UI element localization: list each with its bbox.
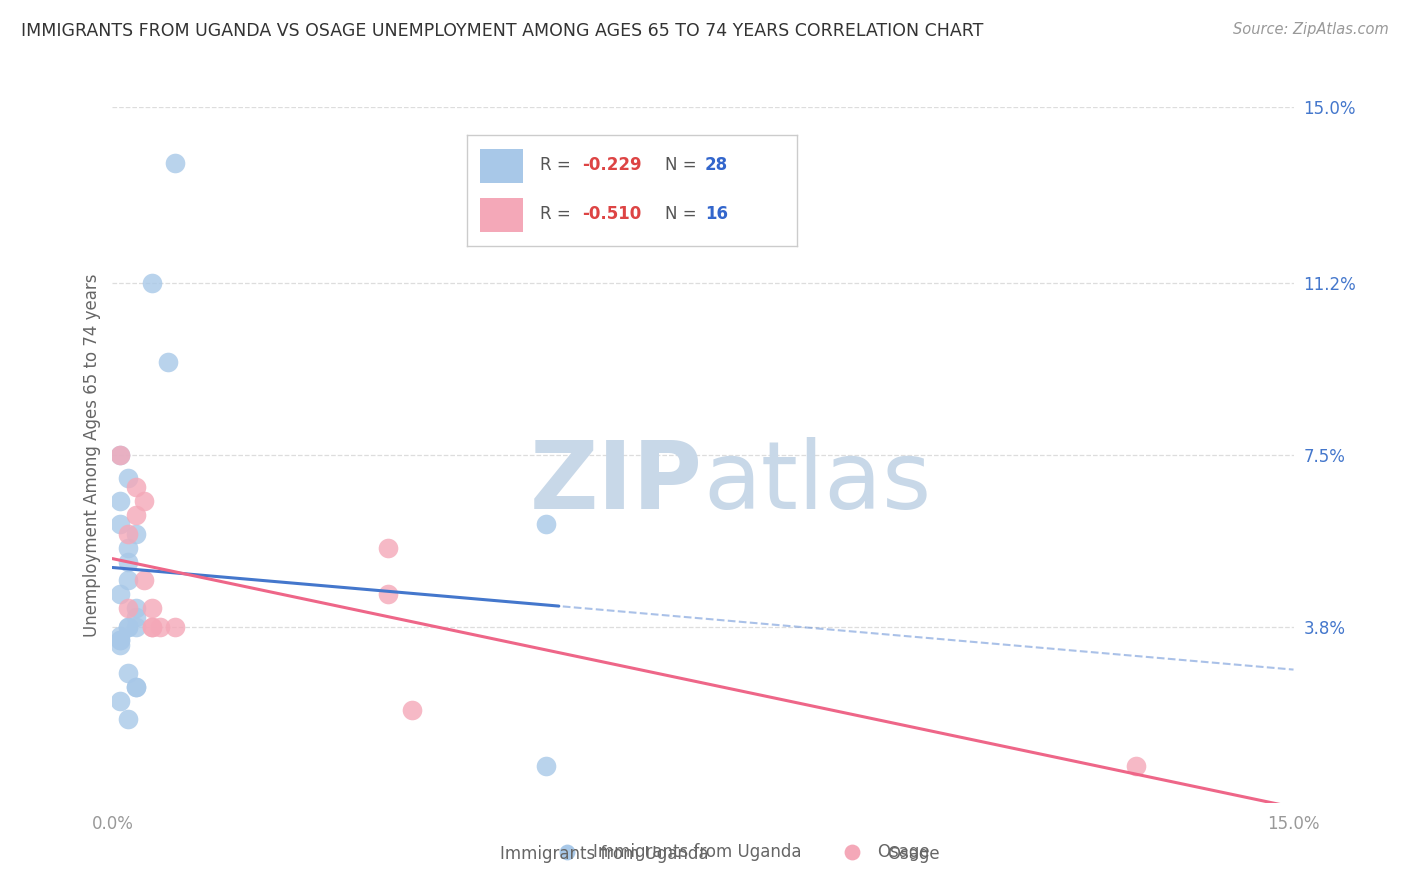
- Point: [125, 601, 148, 615]
- Point: [110, 633, 132, 648]
- Point: [110, 694, 132, 708]
- Point: [117, 573, 139, 587]
- Text: R =: R =: [540, 156, 575, 175]
- Point: [534, 758, 557, 772]
- Text: N =: N =: [665, 156, 702, 175]
- Point: [141, 619, 163, 633]
- Point: [1125, 758, 1147, 772]
- Point: [117, 555, 139, 569]
- Point: [149, 619, 172, 633]
- Point: [110, 633, 132, 648]
- Point: [125, 480, 148, 494]
- Point: [125, 619, 148, 633]
- Point: [110, 448, 132, 462]
- Point: [117, 541, 139, 555]
- Bar: [479, 149, 523, 183]
- Text: R =: R =: [540, 205, 575, 224]
- Text: Osage: Osage: [877, 843, 929, 861]
- Text: Immigrants from Uganda: Immigrants from Uganda: [593, 843, 801, 861]
- Point: [110, 587, 132, 601]
- Bar: [479, 198, 523, 232]
- Point: [117, 665, 139, 680]
- Text: Immigrants from Uganda: Immigrants from Uganda: [501, 845, 709, 863]
- Point: [117, 619, 139, 633]
- Point: [117, 601, 139, 615]
- Text: -0.229: -0.229: [582, 156, 643, 175]
- Point: [165, 155, 187, 169]
- Point: [534, 517, 557, 532]
- Point: [377, 541, 399, 555]
- Text: 28: 28: [704, 156, 728, 175]
- Text: 16: 16: [704, 205, 728, 224]
- Text: atlas: atlas: [703, 437, 931, 529]
- Point: [125, 610, 148, 624]
- Point: [132, 573, 155, 587]
- Point: [557, 845, 579, 859]
- Point: [117, 619, 139, 633]
- Point: [125, 680, 148, 694]
- Point: [377, 587, 399, 601]
- Point: [165, 619, 187, 633]
- Point: [125, 526, 148, 541]
- Point: [125, 680, 148, 694]
- Point: [117, 471, 139, 485]
- Point: [401, 703, 423, 717]
- Y-axis label: Unemployment Among Ages 65 to 74 years: Unemployment Among Ages 65 to 74 years: [83, 273, 101, 637]
- Point: [125, 508, 148, 523]
- Point: [110, 448, 132, 462]
- Text: -0.510: -0.510: [582, 205, 641, 224]
- Text: Source: ZipAtlas.com: Source: ZipAtlas.com: [1233, 22, 1389, 37]
- Point: [141, 619, 163, 633]
- Point: [110, 638, 132, 652]
- Point: [841, 845, 863, 859]
- Point: [110, 494, 132, 508]
- Point: [110, 517, 132, 532]
- Point: [117, 526, 139, 541]
- Text: ZIP: ZIP: [530, 437, 703, 529]
- Point: [141, 277, 163, 291]
- Text: Osage: Osage: [887, 845, 941, 863]
- Point: [132, 494, 155, 508]
- Point: [141, 601, 163, 615]
- Text: IMMIGRANTS FROM UGANDA VS OSAGE UNEMPLOYMENT AMONG AGES 65 TO 74 YEARS CORRELATI: IMMIGRANTS FROM UGANDA VS OSAGE UNEMPLOY…: [21, 22, 983, 40]
- Point: [110, 629, 132, 643]
- Point: [156, 355, 179, 369]
- Point: [117, 712, 139, 726]
- Text: N =: N =: [665, 205, 702, 224]
